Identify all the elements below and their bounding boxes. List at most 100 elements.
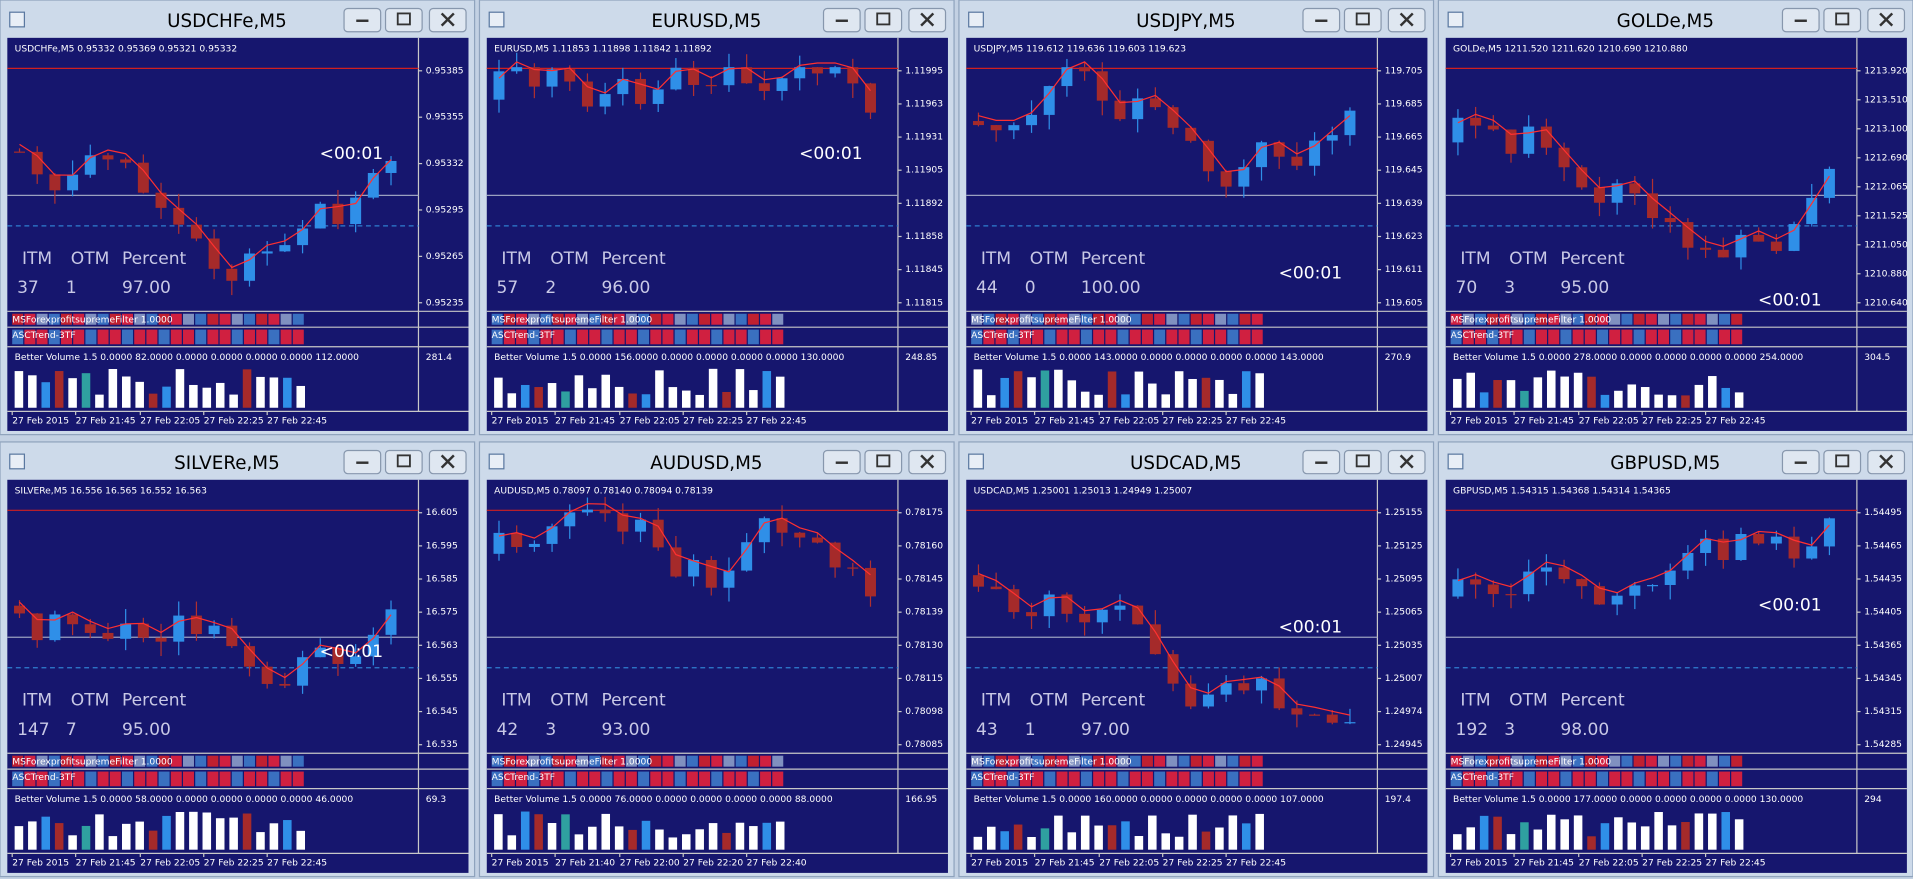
maximize-button[interactable] xyxy=(864,7,903,33)
filter-cell xyxy=(183,313,194,325)
filter-cell xyxy=(1068,755,1080,767)
volume-bar xyxy=(749,826,758,850)
candle-body xyxy=(1043,86,1055,115)
candle-body xyxy=(1096,609,1108,623)
candle-body xyxy=(635,78,647,104)
filter-cell xyxy=(1154,755,1166,767)
candle-body xyxy=(84,624,96,633)
minimize-button[interactable] xyxy=(1781,449,1820,475)
trend-cell xyxy=(1706,771,1718,787)
filter-cell xyxy=(589,755,601,767)
candle-body xyxy=(84,155,96,175)
time-label: 27 Feb 2015 xyxy=(1451,859,1508,869)
price-label: 1.25065 xyxy=(1385,608,1423,618)
trend-cell xyxy=(1597,329,1608,345)
close-button[interactable] xyxy=(1387,449,1426,475)
minimize-button[interactable] xyxy=(822,7,861,33)
trend-cell xyxy=(528,771,540,787)
filter-cell xyxy=(699,755,711,767)
close-button[interactable] xyxy=(1387,7,1426,33)
countdown-timer: <00:01 xyxy=(320,642,384,662)
close-button[interactable] xyxy=(428,449,467,475)
stats-header: OTM xyxy=(550,691,589,711)
candle-body xyxy=(137,623,149,638)
trend-cell xyxy=(638,771,650,787)
price-label: 1.54285 xyxy=(1864,740,1902,750)
filter-cell xyxy=(1251,313,1263,325)
stats-header: ITM xyxy=(1460,691,1490,711)
filter-cell xyxy=(207,755,219,767)
volume-bar xyxy=(695,394,704,408)
minimize-button[interactable] xyxy=(822,449,861,475)
volume-bar xyxy=(1067,832,1077,850)
stats-header: Percent xyxy=(122,249,187,269)
candle-body xyxy=(1079,613,1091,623)
maximize-button-box xyxy=(384,449,423,475)
volume-bar xyxy=(1640,387,1650,408)
trend-cell xyxy=(552,329,564,345)
stats-value: 98.00 xyxy=(1560,720,1609,740)
price-label: 0.78130 xyxy=(905,641,943,651)
stats-header: ITM xyxy=(501,691,531,711)
maximize-button[interactable] xyxy=(384,7,423,33)
close-button[interactable] xyxy=(428,7,467,33)
chart-window: GBPUSD,M5 GBPUSD,M5 1.54315 1.54368 1.543… xyxy=(1437,441,1913,878)
volume-bar xyxy=(1201,377,1211,408)
trend-cell xyxy=(650,771,662,787)
minimize-button[interactable] xyxy=(1302,449,1341,475)
candle-body xyxy=(1505,129,1517,154)
filter-cell xyxy=(1511,755,1523,767)
close-button[interactable] xyxy=(1867,7,1906,33)
filter-cell xyxy=(1129,313,1141,325)
trend-cell xyxy=(760,329,772,345)
trend-cell xyxy=(122,771,133,787)
candle-body xyxy=(811,67,823,74)
filter-cell xyxy=(1450,755,1462,767)
filter-cell xyxy=(292,313,304,325)
volume-bar xyxy=(1134,836,1144,850)
trend-cell xyxy=(1499,771,1511,787)
trend-cell xyxy=(231,329,243,345)
trend-cell xyxy=(528,329,540,345)
close-button[interactable] xyxy=(908,7,947,33)
trend-cell xyxy=(601,771,613,787)
candle-body xyxy=(350,656,362,664)
filter-cell xyxy=(1475,313,1486,325)
minimize-button[interactable] xyxy=(343,7,382,33)
filter-cell xyxy=(540,755,552,767)
candle-body xyxy=(528,67,540,87)
candle-body xyxy=(617,78,629,95)
trend-cell xyxy=(723,771,735,787)
maximize-button[interactable] xyxy=(384,449,423,475)
close-icon xyxy=(1399,12,1414,27)
maximize-icon xyxy=(1355,12,1370,26)
minimize-button[interactable] xyxy=(343,449,382,475)
filter-cell xyxy=(613,313,625,325)
filter-cell xyxy=(207,313,219,325)
maximize-button[interactable] xyxy=(1823,449,1862,475)
volume-bar xyxy=(148,393,158,408)
chart-area xyxy=(486,479,948,873)
filter-cell xyxy=(686,755,698,767)
volume-bar xyxy=(1560,376,1569,408)
close-button[interactable] xyxy=(1867,449,1906,475)
price-label: 1210.880 xyxy=(1864,269,1908,279)
volume-label: Better Volume 1.5 0.0000 58.0000 0.0000 … xyxy=(15,795,354,805)
maximize-button[interactable] xyxy=(1343,449,1382,475)
close-button[interactable] xyxy=(908,449,947,475)
volume-bar xyxy=(1479,815,1489,850)
minimize-button[interactable] xyxy=(1781,7,1820,33)
minimize-button[interactable] xyxy=(1302,7,1341,33)
volume-bar xyxy=(1520,822,1529,850)
countdown-timer: <00:01 xyxy=(1758,290,1822,310)
maximize-button[interactable] xyxy=(1343,7,1382,33)
candle-body xyxy=(14,605,26,614)
time-label: 27 Feb 22:05 xyxy=(140,417,200,427)
filter-cell xyxy=(1706,755,1718,767)
trend-cell xyxy=(292,771,304,787)
price-label: 1.54365 xyxy=(1864,641,1902,651)
maximize-button[interactable] xyxy=(864,449,903,475)
candle-body xyxy=(1008,589,1020,613)
filter-cell xyxy=(24,313,36,325)
maximize-button[interactable] xyxy=(1823,7,1862,33)
